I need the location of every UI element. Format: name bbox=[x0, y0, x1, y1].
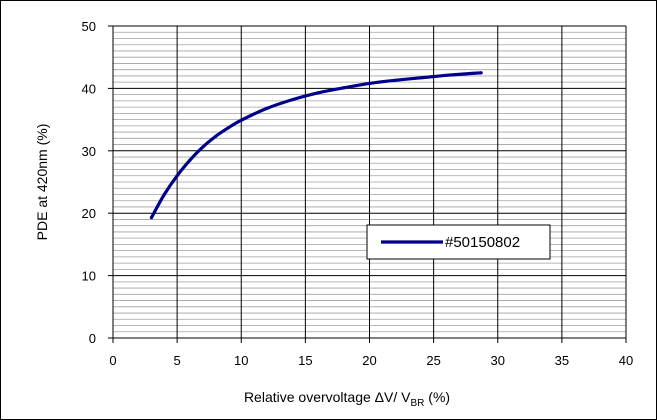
data-point bbox=[239, 118, 243, 122]
data-point bbox=[470, 71, 474, 76]
data-point bbox=[188, 158, 192, 162]
x-tick-label: 35 bbox=[555, 353, 569, 368]
x-tick-label: 5 bbox=[174, 353, 181, 368]
major-grid bbox=[113, 25, 627, 338]
x-tick-label: 20 bbox=[362, 353, 376, 368]
legend: #50150802 bbox=[366, 224, 551, 260]
x-axis-title-subscript: BR bbox=[410, 398, 424, 409]
data-point bbox=[393, 78, 397, 82]
data-point bbox=[316, 91, 320, 95]
y-axis-title: PDE at 420nm (%) bbox=[34, 124, 50, 241]
data-point bbox=[226, 126, 231, 130]
data-point bbox=[419, 76, 423, 80]
x-tick-label: 15 bbox=[298, 353, 312, 368]
data-point bbox=[214, 134, 218, 139]
x-tick-label: 25 bbox=[426, 353, 440, 368]
x-tick-labels: 0 5 10 15 20 25 30 35 40 bbox=[109, 353, 633, 368]
series-line bbox=[149, 71, 483, 220]
axes bbox=[108, 25, 627, 343]
y-tick-label: 40 bbox=[82, 81, 96, 96]
y-tick-labels: 0 10 20 30 40 50 bbox=[82, 19, 96, 346]
x-tick-label: 40 bbox=[619, 353, 633, 368]
y-tick-label: 10 bbox=[82, 269, 96, 284]
data-point bbox=[265, 106, 269, 110]
x-axis-title-main: Relative overvoltage ΔV/ V bbox=[244, 389, 411, 405]
legend-series-label: #50150802 bbox=[445, 234, 520, 251]
x-tick-label: 0 bbox=[109, 353, 116, 368]
y-tick-label: 50 bbox=[82, 19, 96, 34]
data-point bbox=[201, 145, 205, 149]
data-point bbox=[290, 98, 295, 102]
x-axis-title: Relative overvoltage ΔV/ VBR (%) bbox=[244, 389, 450, 409]
data-point bbox=[175, 174, 179, 178]
x-tick-label: 10 bbox=[234, 353, 248, 368]
series-layer bbox=[149, 71, 483, 220]
x-axis-title-suffix: (%) bbox=[424, 389, 450, 405]
y-tick-label: 30 bbox=[82, 144, 96, 159]
x-tick-label: 30 bbox=[491, 353, 505, 368]
y-tick-label: 0 bbox=[89, 331, 96, 346]
data-point bbox=[149, 215, 154, 220]
data-point bbox=[479, 71, 483, 75]
data-point bbox=[444, 73, 449, 77]
y-tick-label: 20 bbox=[82, 206, 96, 221]
data-point bbox=[162, 192, 166, 197]
data-point bbox=[367, 81, 372, 86]
data-point bbox=[342, 86, 346, 90]
